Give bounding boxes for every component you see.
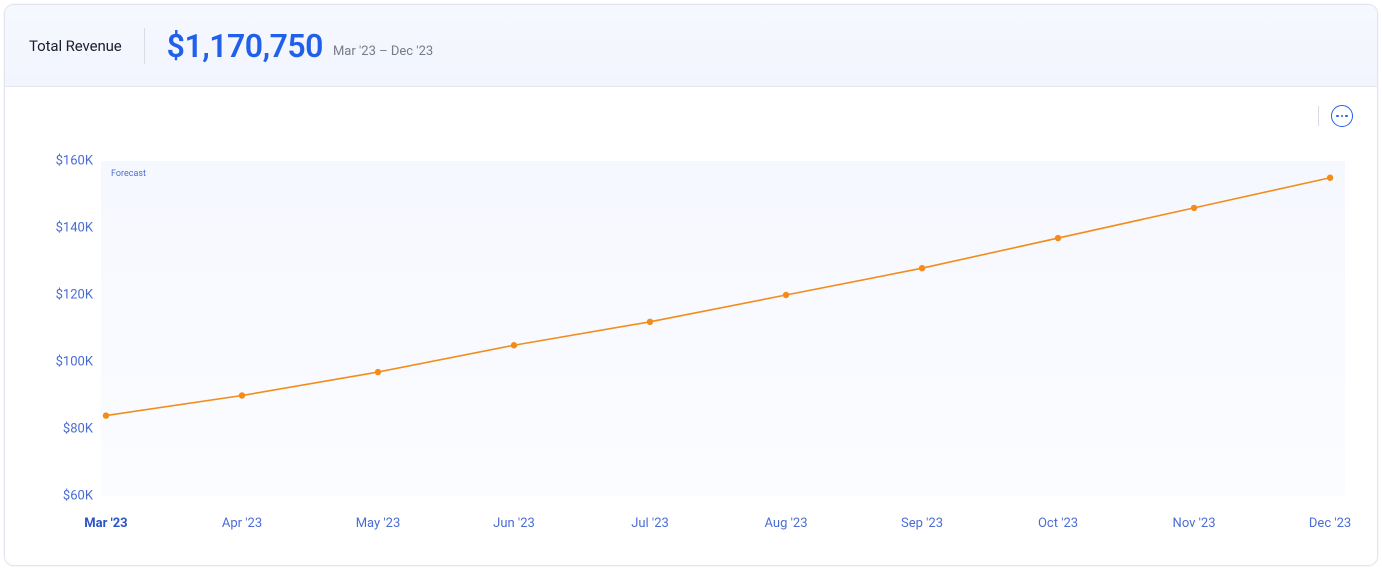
data-point[interactable] <box>1327 175 1333 181</box>
y-tick-label: $60K <box>63 489 93 504</box>
plot-region: Forecast <box>101 161 1345 496</box>
data-point[interactable] <box>511 342 517 348</box>
more-options-button[interactable] <box>1331 105 1353 127</box>
x-tick-label: Apr '23 <box>222 516 262 531</box>
data-point[interactable] <box>103 412 109 418</box>
metric-label: Total Revenue <box>29 37 122 55</box>
metric-date-range: Mar '23 – Dec '23 <box>333 44 433 59</box>
data-point[interactable] <box>375 369 381 375</box>
y-tick-label: $160K <box>56 154 93 169</box>
revenue-card: Total Revenue $1,170,750 Mar '23 – Dec '… <box>4 4 1378 566</box>
header-divider <box>144 28 145 64</box>
x-tick-label: Dec '23 <box>1309 516 1351 531</box>
x-axis: Mar '23Apr '23May '23Jun '23Jul '23Aug '… <box>101 504 1345 540</box>
y-tick-label: $120K <box>56 288 93 303</box>
data-point[interactable] <box>1191 205 1197 211</box>
data-point[interactable] <box>783 292 789 298</box>
line-chart-svg <box>101 161 1345 496</box>
y-axis: $60K$80K$100K$120K$140K$160K <box>37 161 93 540</box>
data-point[interactable] <box>1055 235 1061 241</box>
y-tick-label: $80K <box>63 422 93 437</box>
x-tick-label: Sep '23 <box>901 516 943 531</box>
data-point[interactable] <box>647 319 653 325</box>
card-body: $60K $80K $100K $120K $140K $160K Forecast Ma… <box>5 87 1377 566</box>
x-tick-label: May '23 <box>356 516 401 531</box>
series-line <box>106 178 1330 416</box>
y-tick-label: $100K <box>56 355 93 370</box>
data-point[interactable] <box>919 265 925 271</box>
x-tick-label: Jul '23 <box>631 516 669 531</box>
chart-area: $60K$80K$100K$120K$140K$160K Forecast Ma… <box>37 161 1345 540</box>
x-tick-label: Jun '23 <box>493 516 535 531</box>
y-tick-label: $140K <box>56 221 93 236</box>
metric-value: $1,170,750 <box>167 27 323 65</box>
card-header: Total Revenue $1,170,750 Mar '23 – Dec '… <box>5 5 1377 87</box>
ellipsis-icon <box>1336 115 1348 118</box>
x-tick-label: Aug '23 <box>765 516 808 531</box>
actions-group <box>1318 105 1353 127</box>
x-tick-label: Mar '23 <box>84 516 127 531</box>
x-tick-label: Oct '23 <box>1038 516 1078 531</box>
x-tick-label: Nov '23 <box>1173 516 1216 531</box>
data-point[interactable] <box>239 392 245 398</box>
actions-divider <box>1318 106 1319 126</box>
